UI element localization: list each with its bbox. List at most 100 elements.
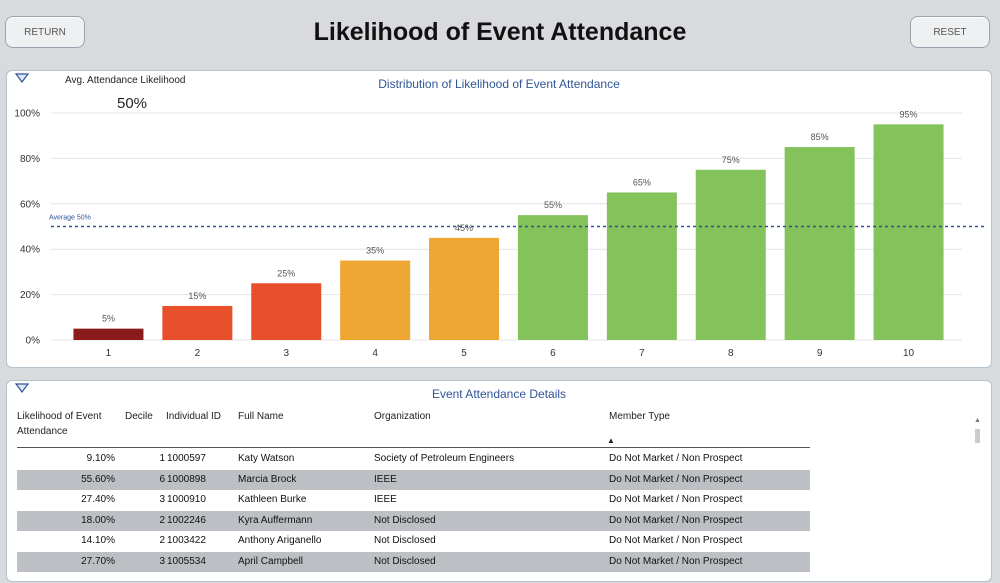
bar-value-label: 85% (811, 132, 829, 142)
bar (340, 260, 411, 340)
x-tick-label: 10 (903, 348, 915, 359)
bar-chart: 0% 20% 40% 60% 80% 100% 5% 1 15% 2 25% 3 35% 4 45% 5 55%… (14, 109, 987, 359)
col-header-individual-id[interactable]: Individual ID (166, 411, 222, 422)
col-header-decile[interactable]: Decile (125, 411, 153, 422)
scrollbar-thumb[interactable] (975, 429, 980, 443)
bar (517, 215, 588, 340)
y-tick-label: 20% (20, 290, 40, 301)
col-header-member-type[interactable]: Member Type (609, 411, 670, 422)
cell-individual-id: 1003422 (167, 535, 206, 546)
bar-value-label: 25% (277, 268, 295, 278)
cell-likelihood: 55.60% (81, 473, 115, 485)
reset-button[interactable]: RESET (910, 16, 990, 48)
cell-decile: 1 (159, 453, 165, 464)
cell-organization: IEEE (374, 473, 397, 485)
x-tick-label: 2 (195, 348, 201, 359)
bar-value-label: 75% (722, 155, 740, 165)
table-panel: Event Attendance Details Likelihood of E… (6, 380, 992, 582)
x-tick-label: 5 (461, 348, 467, 359)
cell-individual-id: 1000597 (167, 453, 206, 464)
cell-individual-id: 1002246 (167, 514, 206, 526)
cell-likelihood: 18.00% (81, 514, 115, 526)
filter-icon[interactable] (15, 383, 29, 393)
cell-organization: IEEE (374, 494, 397, 505)
x-tick-label: 3 (283, 348, 289, 359)
table-row[interactable]: 14.10% 2 1003422 Anthony Ariganello Not … (17, 531, 810, 552)
y-tick-label: 80% (20, 154, 40, 165)
bar (251, 283, 322, 340)
bar (695, 169, 766, 340)
cell-likelihood: 27.40% (81, 494, 115, 505)
cell-likelihood: 9.10% (86, 453, 115, 464)
cell-decile: 3 (159, 494, 165, 505)
x-tick-label: 9 (817, 348, 823, 359)
cell-individual-id: 1005534 (167, 555, 206, 567)
table-row[interactable]: 18.00% 2 1002246 Kyra Auffermann Not Dis… (17, 510, 810, 531)
y-tick-label: 40% (20, 245, 40, 256)
cell-likelihood: 14.10% (81, 535, 115, 546)
sort-ascending-icon[interactable]: ▲ (607, 436, 615, 445)
bar-value-label: 5% (102, 314, 115, 324)
bar-value-label: 65% (633, 177, 651, 187)
table-row[interactable]: 27.70% 3 1005534 April Campbell Not Disc… (17, 551, 810, 572)
cell-full-name: Anthony Ariganello (238, 535, 322, 546)
bar (784, 147, 855, 340)
table-title: Event Attendance Details (431, 387, 567, 401)
cell-member-type: Do Not Market / Non Prospect (609, 555, 743, 567)
table-row[interactable]: 27.40% 3 1000910 Kathleen Burke IEEE Do … (17, 490, 810, 511)
return-button[interactable]: RETURN (5, 16, 85, 48)
table-row[interactable]: 9.10% 1 1000597 Katy Watson Society of P… (17, 449, 810, 470)
bar (873, 124, 944, 340)
y-tick-label: 60% (20, 199, 40, 210)
cell-member-type: Do Not Market / Non Prospect (609, 473, 743, 485)
cell-decile: 2 (159, 535, 165, 546)
page-title: Likelihood of Event Attendance (313, 18, 687, 46)
col-header-organization[interactable]: Organization (374, 411, 431, 422)
bar-value-label: 35% (366, 246, 384, 256)
cell-member-type: Do Not Market / Non Prospect (609, 494, 743, 505)
cell-individual-id: 1000898 (167, 473, 206, 485)
header-divider (17, 447, 810, 448)
cell-organization: Not Disclosed (374, 535, 436, 546)
cell-full-name: Kathleen Burke (238, 494, 307, 505)
chart-panel: Avg. Attendance Likelihood 50% Distribut… (6, 70, 992, 368)
y-tick-label: 0% (26, 336, 41, 347)
table-row[interactable]: 55.60% 6 1000898 Marcia Brock IEEE Do No… (17, 469, 810, 490)
x-tick-label: 7 (639, 348, 645, 359)
cell-decile: 2 (159, 514, 165, 526)
x-tick-label: 1 (106, 348, 112, 359)
x-tick-label: 6 (550, 348, 556, 359)
cell-decile: 3 (159, 555, 165, 567)
chart-title: Distribution of Likelihood of Event Atte… (378, 77, 620, 91)
cell-likelihood: 27.70% (81, 555, 115, 567)
cell-full-name: April Campbell (238, 555, 304, 567)
cell-full-name: Katy Watson (238, 453, 295, 464)
filter-icon[interactable] (15, 73, 29, 83)
bar (162, 305, 233, 340)
avg-attendance-value: 50% (117, 95, 148, 112)
bar (606, 192, 677, 340)
cell-full-name: Kyra Auffermann (238, 514, 313, 526)
col-header-likelihood[interactable]: Likelihood of Event Attendance (17, 411, 102, 437)
cell-organization: Not Disclosed (374, 514, 436, 526)
table-body: 9.10% 1 1000597 Katy Watson Society of P… (17, 449, 810, 572)
bar-value-label: 95% (900, 109, 918, 119)
cell-organization: Not Disclosed (374, 555, 436, 567)
cell-member-type: Do Not Market / Non Prospect (609, 514, 743, 526)
bar-value-label: 15% (188, 291, 206, 301)
bar-value-label: 55% (544, 200, 562, 210)
average-line-label: Average 50% (49, 215, 91, 222)
bar (429, 237, 500, 340)
cell-member-type: Do Not Market / Non Prospect (609, 535, 743, 546)
cell-individual-id: 1000910 (167, 494, 206, 505)
x-tick-label: 8 (728, 348, 734, 359)
avg-attendance-label: Avg. Attendance Likelihood (65, 75, 186, 86)
col-header-full-name[interactable]: Full Name (238, 411, 284, 422)
vertical-scrollbar[interactable]: ▲ (972, 417, 984, 577)
cell-member-type: Do Not Market / Non Prospect (609, 453, 743, 464)
bar-value-label: 45% (455, 223, 473, 233)
scroll-up-arrow-icon[interactable]: ▲ (974, 417, 981, 424)
cell-organization: Society of Petroleum Engineers (374, 453, 515, 464)
bar (73, 328, 144, 340)
y-tick-label: 100% (14, 109, 40, 120)
